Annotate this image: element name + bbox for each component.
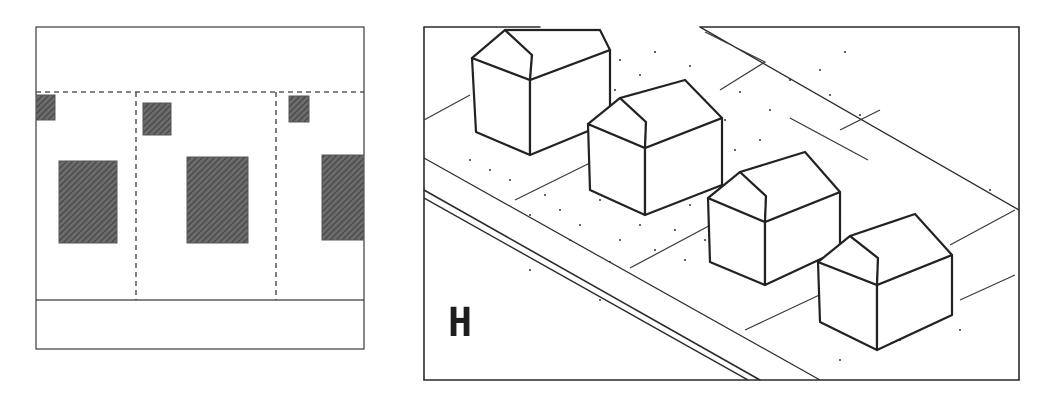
axo-lot-div-4 (744, 289, 831, 331)
axo-lot-div-1 (423, 94, 471, 121)
axo-house-1 (470, 28, 612, 157)
axo-lot-div-2 (514, 157, 601, 201)
panel-label: H (448, 300, 473, 346)
axo-rear-boundary (699, 26, 1020, 211)
plan-outbuilding-2 (142, 102, 172, 136)
axo-house-3 (706, 150, 842, 287)
axo-house-4 (816, 212, 954, 352)
axo-lot-div-8 (949, 209, 1016, 246)
plan-house-1 (58, 160, 118, 244)
axo-lot-div-6 (789, 117, 869, 161)
axo-lot-div-9 (959, 274, 1016, 301)
axo-street-line-1 (423, 189, 761, 381)
plan-house-3 (321, 154, 365, 241)
plan-view-panel (35, 26, 365, 350)
plan-outbuilding-1 (35, 94, 56, 121)
axo-lot-div-7 (839, 109, 881, 131)
axo-lot-div-5 (704, 31, 767, 91)
axonometric-panel (423, 26, 1020, 381)
axo-street-line-2 (423, 197, 749, 381)
axo-sidewalk-line (423, 157, 821, 381)
plan-outbuilding-3 (288, 95, 310, 123)
plan-house-2 (186, 156, 249, 244)
axo-lot-div-3 (629, 219, 721, 269)
axo-house-2 (586, 78, 724, 217)
